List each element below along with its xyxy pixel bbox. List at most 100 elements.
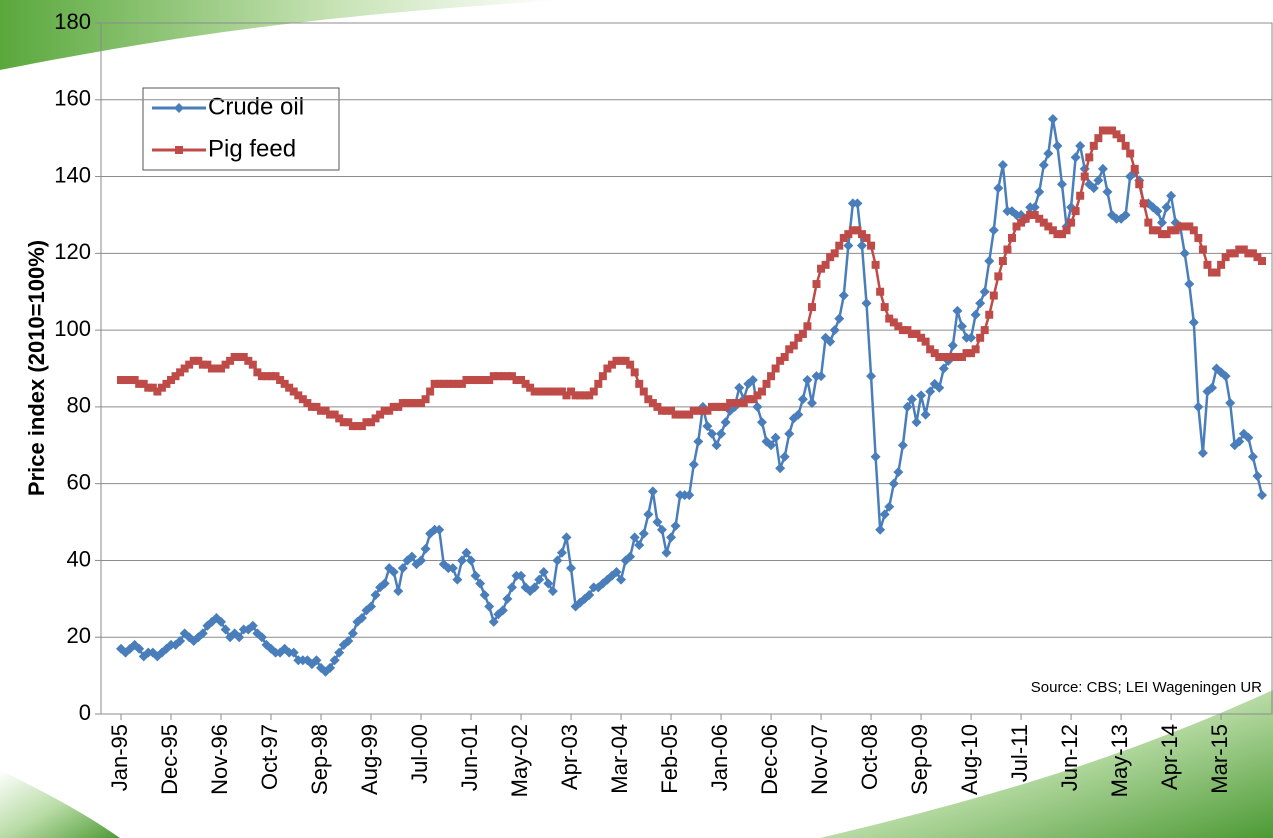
marker [1225,398,1236,409]
marker [871,260,880,269]
marker [534,574,545,585]
marker [947,340,958,351]
marker [994,272,1003,281]
marker [307,402,316,411]
marker [611,566,622,577]
marker [652,517,663,528]
marker [784,428,795,439]
marker [706,428,717,439]
x-tick-label: Oct-08 [857,724,882,790]
marker [1180,222,1189,231]
marker [448,379,457,388]
marker [194,356,203,365]
marker [1206,382,1217,393]
marker [930,349,939,358]
marker [1076,191,1085,200]
marker [476,376,485,385]
marker [798,329,807,338]
marker [148,383,157,392]
marker [539,387,548,396]
marker [357,422,366,431]
marker [839,233,848,242]
marker [825,336,836,347]
marker [385,406,394,415]
marker [997,160,1008,171]
marker [993,183,1004,194]
marker [1230,249,1239,258]
marker [688,459,699,470]
marker [756,417,767,428]
marker [344,418,353,427]
marker [197,628,208,639]
marker [1188,317,1199,328]
marker [944,352,953,361]
x-tick-label: May-13 [1107,724,1132,797]
marker [456,555,467,566]
x-tick-label: Apr-03 [557,724,582,790]
marker [726,399,735,408]
marker [670,520,681,531]
marker [556,547,567,558]
marker [1048,226,1057,235]
marker [879,509,890,520]
y-tick-label: 80 [67,393,91,418]
marker [1070,152,1081,163]
marker [812,280,821,289]
marker [967,349,976,358]
marker [453,379,462,388]
marker [1184,279,1195,290]
marker [380,406,389,415]
marker [989,291,998,300]
marker [185,360,194,369]
marker [288,647,299,658]
marker [775,463,786,474]
marker [639,387,648,396]
marker [921,337,930,346]
marker [716,428,727,439]
marker [862,233,871,242]
marker [348,422,357,431]
marker [957,352,966,361]
marker [671,410,680,419]
marker [389,402,398,411]
marker [412,399,421,408]
marker [638,528,649,539]
marker [388,566,399,577]
marker [698,406,707,415]
marker [907,329,916,338]
marker [1248,249,1257,258]
marker [121,376,130,385]
marker [376,410,385,419]
marker [948,352,957,361]
marker [1103,126,1112,135]
marker [198,360,207,369]
marker [838,290,849,301]
marker [776,356,785,365]
marker [985,310,994,319]
marker [230,352,239,361]
marker [417,399,426,408]
marker [1121,141,1130,150]
marker [334,647,345,658]
y-tick-label: 20 [67,623,91,648]
marker [303,399,312,408]
marker [935,352,944,361]
marker [526,383,535,392]
marker [1243,432,1254,443]
marker [367,418,376,427]
marker [535,387,544,396]
marker [912,329,921,338]
marker [1171,226,1180,235]
marker [897,440,908,451]
marker [339,418,348,427]
marker [797,394,808,405]
marker [885,314,894,323]
marker [802,375,813,386]
x-tick-label: Jul-00 [407,724,432,784]
marker [971,345,980,354]
marker [403,399,412,408]
marker [829,325,840,336]
x-tick-label: Nov-96 [207,724,232,795]
marker [962,349,971,358]
marker [162,379,171,388]
